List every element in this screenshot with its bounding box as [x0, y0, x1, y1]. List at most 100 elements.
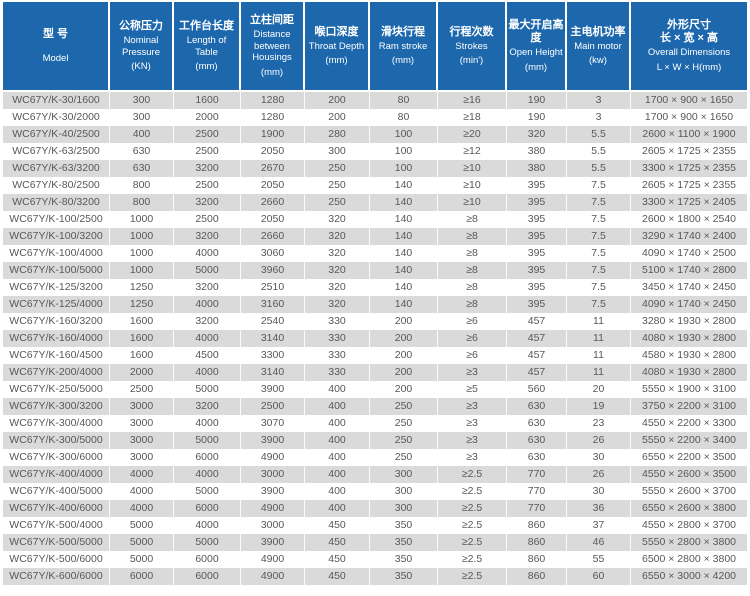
table-row: WC67Y/K-100/3200 1000 3200 2660 320 140 ≥8 395 7… [3, 228, 747, 245]
spec-cell: 800 [110, 177, 174, 194]
spec-cell: 7.5 [567, 177, 631, 194]
spec-cell: 3300 × 1725 × 2355 [641, 162, 736, 174]
model-cell: WC67Y/K-100/2500 [3, 211, 110, 228]
spec-cell: 7.5 [567, 296, 631, 313]
spec-cell: 5550 × 2200 × 3400 [641, 434, 736, 446]
spec-cell: 860 [507, 534, 567, 551]
header-unit: (mm) [260, 66, 284, 78]
spec-cell: 320 [305, 228, 370, 245]
spec-cell: 450 [305, 534, 370, 551]
header-unit: (mm) [391, 55, 415, 67]
spec-cell: 26 [567, 466, 631, 483]
spec-cell: 3 [567, 109, 631, 126]
spec-cell: ≥16 [438, 92, 507, 109]
spec-cell: 6000 [174, 568, 241, 585]
spec-cell: 3140 [241, 364, 305, 381]
spec-cell: 140 [370, 262, 438, 279]
spec-cell: 4000 [174, 364, 241, 381]
spec-cell: 3000 [110, 415, 174, 432]
spec-cell: 630 [507, 449, 567, 466]
spec-table: 型 号 Model 公称压力 Nominal Pressure (KN) 工作台… [3, 2, 747, 585]
spec-cell: 1700 × 900 × 1650 [644, 111, 734, 123]
spec-cell: 320 [305, 296, 370, 313]
header-label-en: Main motor [574, 40, 622, 52]
spec-cell: 395 [507, 296, 567, 313]
spec-cell: 4900 [241, 500, 305, 517]
spec-cell: ≥3 [438, 415, 507, 432]
spec-cell: ≥6 [438, 313, 507, 330]
spec-cell: 2000 [174, 109, 241, 126]
spec-cell: ≥3 [438, 449, 507, 466]
spec-cell: 770 [507, 500, 567, 517]
spec-cell: 4550 × 2800 × 3700 [641, 519, 736, 531]
header-label-zh: 滑块行程 [381, 25, 425, 38]
spec-cell: 200 [370, 313, 438, 330]
spec-cell: 395 [507, 177, 567, 194]
spec-cell: 140 [370, 194, 438, 211]
spec-cell: 5100 × 1740 × 2800 [641, 264, 736, 276]
spec-cell: 7.5 [567, 211, 631, 228]
header-label-en: Throat Depth [308, 40, 365, 52]
spec-cell: 3900 [241, 432, 305, 449]
spec-cell: 395 [507, 262, 567, 279]
model-cell: WC67Y/K-80/2500 [3, 177, 110, 194]
spec-cell: 1600 [110, 330, 174, 347]
spec-cell: 2500 [174, 143, 241, 160]
spec-cell: 1250 [110, 296, 174, 313]
spec-cell: ≥8 [438, 262, 507, 279]
spec-cell: 140 [370, 245, 438, 262]
spec-cell: 4900 [241, 568, 305, 585]
header-label-zh: 行程次数 [449, 25, 494, 38]
spec-cell: 200 [305, 92, 370, 109]
col-header-ram-stroke: 滑块行程 Ram stroke (mm) [370, 2, 438, 92]
spec-cell: ≥20 [438, 126, 507, 143]
model-cell: WC67Y/K-160/4000 [3, 330, 110, 347]
spec-cell: 30 [567, 449, 631, 466]
spec-cell: ≥8 [438, 228, 507, 245]
table-row: WC67Y/K-600/6000 6000 6000 4900 450 350 ≥2.5 86… [3, 568, 747, 585]
model-cell: WC67Y/K-100/4000 [3, 245, 110, 262]
spec-cell: ≥18 [438, 109, 507, 126]
spec-cell: 80 [370, 92, 438, 109]
spec-cell: 1000 [110, 245, 174, 262]
spec-cell: 3200 [174, 160, 241, 177]
spec-cell: 300 [110, 92, 174, 109]
spec-cell: 2660 [241, 194, 305, 211]
spec-cell: 450 [305, 551, 370, 568]
spec-cell: 330 [305, 313, 370, 330]
spec-cell: 395 [507, 279, 567, 296]
spec-cell: 380 [507, 160, 567, 177]
spec-cell: 1000 [110, 211, 174, 228]
spec-cell: 6500 × 2800 × 3800 [641, 553, 736, 565]
model-cell: WC67Y/K-300/5000 [3, 432, 110, 449]
spec-cell: 3450 × 1740 × 2450 [641, 281, 736, 293]
spec-cell: 140 [370, 296, 438, 313]
spec-cell: ≥2.5 [438, 500, 507, 517]
col-header-table-length: 工作台长度 Length of Table (mm) [174, 2, 241, 92]
spec-cell: 5000 [110, 534, 174, 551]
spec-cell: 200 [370, 347, 438, 364]
spec-cell: 860 [507, 568, 567, 585]
model-cell: WC67Y/K-63/3200 [3, 160, 110, 177]
header-unit: (mm) [524, 61, 548, 73]
model-cell: WC67Y/K-160/3200 [3, 313, 110, 330]
table-row: WC67Y/K-100/5000 1000 5000 3960 320 140 ≥8 395 7… [3, 262, 747, 279]
spec-cell: 320 [305, 279, 370, 296]
spec-cell: 330 [305, 364, 370, 381]
spec-cell: 3280 × 1930 × 2800 [641, 315, 736, 327]
spec-cell: 37 [567, 517, 631, 534]
spec-cell: 350 [370, 551, 438, 568]
spec-cell: 2660 [241, 228, 305, 245]
spec-cell: 400 [305, 500, 370, 517]
model-cell: WC67Y/K-400/6000 [3, 500, 110, 517]
spec-cell: 395 [507, 245, 567, 262]
header-label-zh: 公称压力 [119, 20, 163, 32]
spec-cell: 3300 [241, 347, 305, 364]
spec-cell: 400 [305, 398, 370, 415]
table-row: WC67Y/K-300/4000 3000 4000 3070 400 250 ≥3 630 2… [3, 415, 747, 432]
spec-cell: ≥8 [438, 296, 507, 313]
spec-cell: 330 [305, 330, 370, 347]
model-cell: WC67Y/K-160/4500 [3, 347, 110, 364]
spec-cell: 5.5 [567, 126, 631, 143]
header-unit: (min') [459, 55, 484, 67]
